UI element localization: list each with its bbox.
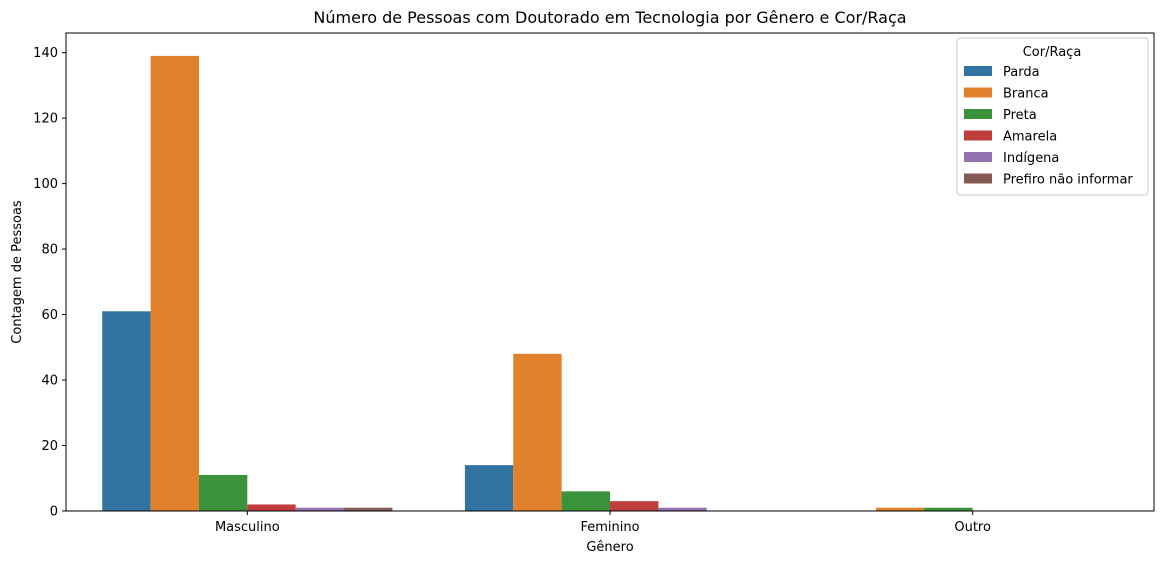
y-tick-label: 140 bbox=[33, 46, 58, 61]
legend-title: Cor/Raça bbox=[1023, 45, 1082, 60]
y-axis: 0 20 40 60 80 100 120 140 bbox=[33, 46, 66, 520]
legend-label: Amarela bbox=[1003, 130, 1057, 145]
x-tick-label: Masculino bbox=[215, 520, 280, 535]
legend-label: Branca bbox=[1003, 87, 1049, 102]
bar bbox=[561, 491, 610, 511]
legend-items: Parda Branca Preta Amarela Indígena Prefiro n… bbox=[964, 65, 1133, 188]
legend-swatch bbox=[964, 87, 992, 98]
y-tick-label: 80 bbox=[41, 243, 58, 258]
legend-swatch bbox=[964, 173, 992, 184]
legend-label: Parda bbox=[1003, 65, 1040, 80]
bar bbox=[247, 504, 296, 511]
chart-title: Número de Pessoas com Doutorado em Tecno… bbox=[313, 8, 906, 27]
y-tick-label: 20 bbox=[41, 439, 58, 454]
x-axis: Masculino Feminino Outro bbox=[215, 511, 991, 535]
x-tick-label: Outro bbox=[954, 520, 991, 535]
bar bbox=[102, 311, 151, 511]
bars-layer bbox=[102, 55, 973, 512]
legend-swatch bbox=[964, 130, 992, 141]
y-tick-label: 0 bbox=[50, 505, 58, 520]
y-tick-label: 120 bbox=[33, 112, 58, 127]
bar bbox=[198, 474, 248, 511]
bar bbox=[295, 507, 345, 511]
x-tick-label: Feminino bbox=[580, 520, 639, 535]
legend-label: Prefiro não informar bbox=[1003, 173, 1133, 188]
bar bbox=[513, 353, 562, 511]
y-tick-label: 40 bbox=[41, 374, 58, 389]
y-tick-label: 60 bbox=[41, 308, 58, 323]
legend-box bbox=[956, 37, 1149, 196]
legend-label: Preta bbox=[1003, 108, 1037, 123]
bar bbox=[344, 507, 393, 511]
bar bbox=[924, 507, 973, 511]
bar bbox=[464, 465, 514, 511]
y-tick-label: 100 bbox=[33, 177, 58, 192]
legend: Cor/Raça Parda Branca Preta Amarela Indígena… bbox=[956, 37, 1149, 196]
legend-swatch bbox=[964, 66, 992, 76]
bar bbox=[658, 507, 707, 511]
legend-swatch bbox=[964, 109, 992, 119]
legend-label: Indígena bbox=[1003, 151, 1059, 166]
x-axis-title: Gênero bbox=[586, 540, 633, 555]
bar bbox=[150, 55, 199, 512]
legend-swatch bbox=[964, 152, 992, 162]
y-axis-title: Contagem de Pessoas bbox=[10, 200, 25, 344]
bar bbox=[875, 507, 925, 511]
bar bbox=[610, 501, 659, 511]
